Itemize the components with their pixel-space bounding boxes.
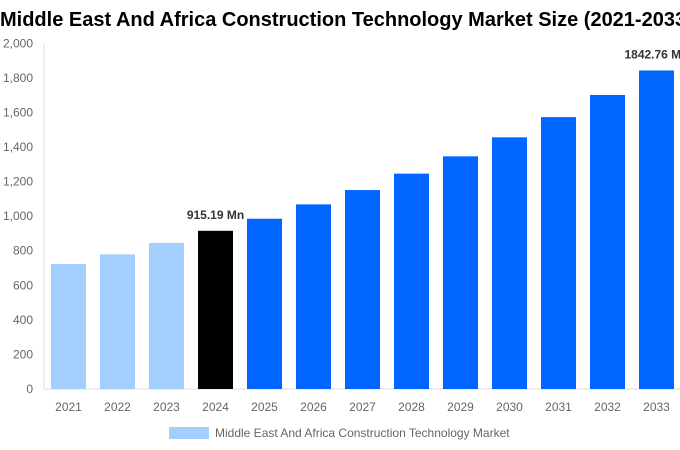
x-tick-label: 2027 [349,400,376,414]
bar-2025 [247,218,282,389]
data-label: 915.19 Mn [187,208,244,222]
x-tick-label: 2028 [398,400,425,414]
bar-2026 [296,204,331,389]
x-tick-label: 2033 [643,400,670,414]
bar-2032 [590,94,625,389]
y-tick-label: 800 [13,244,33,258]
legend-label: Middle East And Africa Construction Tech… [215,426,510,440]
y-tick-label: 2,000 [3,36,33,50]
bar-2023 [149,242,184,389]
bar-2024 [198,230,233,389]
x-tick-label: 2021 [55,400,82,414]
x-tick-label: 2029 [447,400,474,414]
chart-title: Middle East And Africa Construction Tech… [0,9,680,31]
bar-2022 [100,254,135,389]
y-tick-label: 400 [13,313,33,327]
y-tick-label: 200 [13,347,33,361]
legend: Middle East And Africa Construction Tech… [169,426,510,440]
x-tick-label: 2032 [594,400,621,414]
y-tick-label: 0 [26,382,33,396]
bar-2027 [345,190,380,389]
x-tick-label: 2022 [104,400,131,414]
y-tick-label: 1,000 [3,209,33,223]
y-tick-label: 1,800 [3,71,33,85]
x-tick-label: 2024 [202,400,229,414]
bar-2030 [492,137,527,389]
y-tick-label: 1,200 [3,175,33,189]
bar-2029 [443,156,478,389]
bar-2033 [639,70,674,389]
data-label: 1842.76 Mn [624,47,680,61]
y-tick-label: 600 [13,278,33,292]
y-tick-label: 1,600 [3,105,33,119]
x-tick-label: 2031 [545,400,572,414]
legend-swatch [169,427,209,439]
y-tick-label: 1,400 [3,140,33,154]
bar-2021 [51,264,86,389]
x-tick-label: 2023 [153,400,180,414]
bar-2028 [394,173,429,389]
x-tick-label: 2025 [251,400,278,414]
x-tick-label: 2026 [300,400,327,414]
x-tick-label: 2030 [496,400,523,414]
bar-2031 [541,117,576,390]
